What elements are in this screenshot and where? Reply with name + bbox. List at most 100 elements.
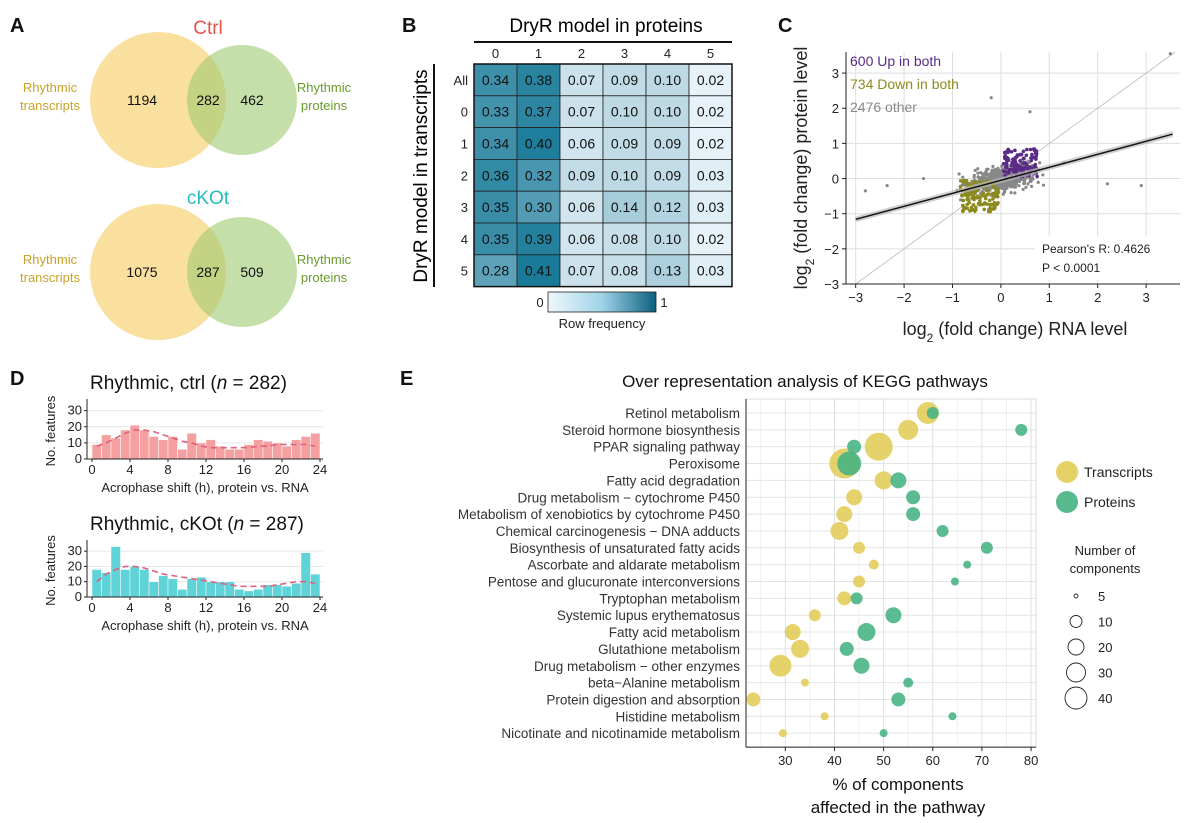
point-up <box>1009 163 1013 168</box>
heatmap-cell-label: 0.37 <box>525 104 552 120</box>
legend-label: Transcripts <box>1084 464 1153 480</box>
heatmap-cell-label: 0.13 <box>654 263 681 279</box>
point-down <box>992 206 997 211</box>
dot-transcripts <box>820 712 829 721</box>
point-other <box>994 172 998 176</box>
histogram-bar <box>234 589 245 598</box>
size-legend-circle <box>1073 593 1079 599</box>
point-down <box>989 202 994 207</box>
x-axis-title: Acrophase shift (h), protein vs. RNA <box>101 618 309 633</box>
panel-label-a: A <box>10 15 24 37</box>
heatmap-cell-label: 0.35 <box>482 231 509 247</box>
point-down <box>995 194 1000 199</box>
venn-left-only-count: 1194 <box>127 92 157 108</box>
heatmap-cell-label: 0.03 <box>697 167 724 183</box>
histogram-bar <box>253 589 264 598</box>
point-other <box>1000 164 1004 169</box>
histogram-bar <box>129 566 140 598</box>
point-other <box>985 167 989 171</box>
x-tick-label: 40 <box>827 753 841 768</box>
venn-right-label: Rhythmic <box>297 252 352 267</box>
heatmap-cell <box>516 95 561 129</box>
point-down <box>967 182 971 187</box>
point-other <box>1024 185 1028 189</box>
point-up <box>1012 169 1016 173</box>
x-tick-label: 3 <box>1142 290 1149 305</box>
histogram-bar <box>234 449 245 460</box>
regression-line <box>855 133 1173 220</box>
x-tick-label: 24 <box>313 462 327 477</box>
heatmap-cell <box>473 158 518 192</box>
point-other <box>983 172 988 176</box>
x-tick-label: −1 <box>945 290 960 305</box>
heatmap-cell-label: 0.08 <box>611 231 638 247</box>
heatmap-cell <box>516 254 561 288</box>
point-down <box>961 198 966 203</box>
point-other <box>1021 187 1025 192</box>
venn-right-label: Rhythmic <box>297 80 352 95</box>
heatmap-cell-label: 0.08 <box>611 263 638 279</box>
legend-label: Proteins <box>1084 494 1135 510</box>
point-down <box>981 191 986 196</box>
histogram-bar <box>205 581 216 598</box>
y-tick-label: 10 <box>68 574 82 589</box>
heatmap-cell-label: 0.40 <box>525 136 552 152</box>
point-other <box>991 174 995 178</box>
heatmap-cell <box>688 95 733 129</box>
stats-box <box>1035 236 1180 280</box>
heatmap-cell-label: 0.03 <box>697 199 724 215</box>
point-down <box>983 194 987 199</box>
histogram-bar <box>291 439 302 460</box>
histogram-bar <box>186 432 197 460</box>
heatmap-cell <box>602 95 647 129</box>
point-down <box>988 206 992 211</box>
point-up <box>1009 149 1014 154</box>
histogram-bar <box>291 583 302 598</box>
y-axis-title: No. features <box>43 395 58 466</box>
heatmap-cell-label: 0.38 <box>525 72 552 88</box>
point-other <box>976 167 980 171</box>
point-other <box>998 172 1002 176</box>
heatmap-cell-label: 0.09 <box>654 136 681 152</box>
y-tick-label: 0 <box>75 451 82 466</box>
histogram-bar <box>310 573 321 598</box>
dot-proteins <box>847 439 862 454</box>
x-tick-label: 4 <box>126 600 133 615</box>
dot-proteins <box>903 677 914 688</box>
size-legend-label: 5 <box>1098 589 1105 604</box>
chart-title: Over representation analysis of KEGG pat… <box>622 372 988 391</box>
size-legend-label: 40 <box>1098 691 1112 706</box>
heatmap-cell-label: 0.28 <box>482 263 509 279</box>
x-tick-label: −3 <box>848 290 863 305</box>
venn-panel: A Ctrl Rhythmic transcripts Rhythmic protein… <box>10 15 352 340</box>
x-tick-label: 60 <box>926 753 940 768</box>
category-label: Biosynthesis of unsaturated fatty acids <box>510 541 741 556</box>
category-label: Fatty acid degradation <box>606 473 740 488</box>
point-up <box>1022 156 1026 161</box>
point-up <box>1030 152 1034 157</box>
category-label: Peroxisome <box>669 457 740 472</box>
y-tick-label: 20 <box>68 419 82 434</box>
histogram-bar <box>101 572 112 598</box>
dot-proteins <box>857 623 876 642</box>
heatmap-cell-label: 0.12 <box>654 199 681 215</box>
point-down <box>958 184 963 189</box>
point-other <box>976 175 981 179</box>
point-up <box>1002 169 1006 173</box>
heatmap-frame <box>473 63 733 288</box>
point-other <box>1012 180 1017 184</box>
point-down <box>965 202 970 207</box>
point-outlier <box>1038 161 1042 165</box>
point-other <box>1028 177 1032 181</box>
category-label: Drug metabolism − cytochrome P450 <box>518 490 740 505</box>
dot-transcripts <box>769 654 792 677</box>
point-up <box>1017 167 1022 172</box>
heatmap-cell-label: 0.07 <box>568 104 595 120</box>
x-tick-label: 8 <box>164 462 171 477</box>
heatmap-col-label: 1 <box>535 46 542 61</box>
heatmap-cell-label: 0.33 <box>482 104 509 120</box>
histogram-bar <box>205 439 216 460</box>
point-other <box>989 172 993 176</box>
category-label: Metabolism of xenobiotics by cytochrome … <box>458 507 740 522</box>
dot-transcripts <box>784 624 801 641</box>
